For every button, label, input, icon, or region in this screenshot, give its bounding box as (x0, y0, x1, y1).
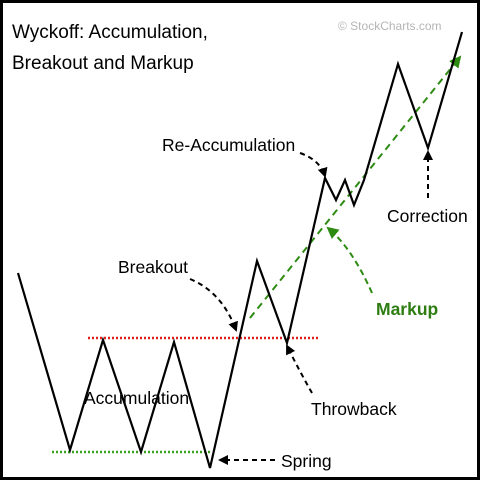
title-line-2: Breakout and Markup (12, 53, 194, 74)
markup-pointer-arrow (326, 226, 373, 294)
correction-label: Correction (387, 206, 468, 226)
price-line (16, 31, 464, 469)
throwback-pointer-arrow (286, 344, 313, 394)
breakout-label: Breakout (118, 257, 188, 277)
watermark: © StockCharts.com (338, 19, 442, 33)
title-line-1: Wyckoff: Accumulation, (12, 22, 208, 43)
spring-label: Spring (281, 451, 332, 471)
markup-trend-arrow (249, 55, 462, 319)
re-accumulation-pointer-arrow (299, 152, 328, 178)
breakout-pointer-arrow (189, 278, 238, 332)
re-accumulation-label: Re-Accumulation (162, 135, 295, 155)
throwback-label: Throwback (311, 399, 397, 419)
accumulation-label: Accumulation (84, 388, 189, 408)
markup-label: Markup (376, 299, 438, 319)
